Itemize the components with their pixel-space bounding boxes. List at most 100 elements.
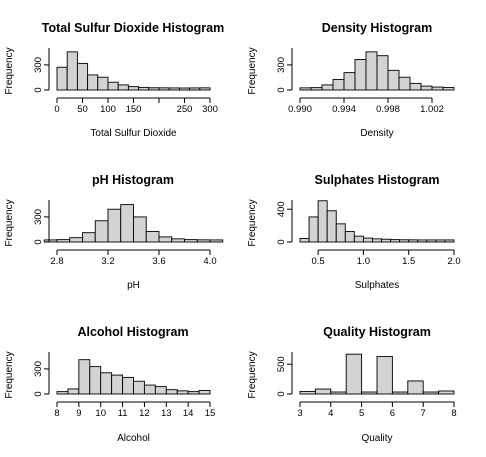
y-tick-label: 0 xyxy=(276,239,287,244)
histogram-bar xyxy=(69,237,83,243)
chart-title: pH Histogram xyxy=(92,173,174,187)
histogram-bar xyxy=(407,380,424,395)
histogram-bar xyxy=(176,390,189,395)
histogram-bar xyxy=(56,239,71,243)
histogram-bar xyxy=(87,74,99,91)
histogram-bar xyxy=(299,87,312,91)
y-axis-label: Frequency xyxy=(4,199,15,246)
histogram-bar xyxy=(120,204,134,243)
x-tick-label: 300 xyxy=(202,104,218,115)
histogram-bar xyxy=(299,238,310,243)
y-tick-label: 0 xyxy=(276,391,287,396)
histogram-bar xyxy=(409,82,422,91)
x-tick-label: 0.990 xyxy=(288,104,312,115)
histogram-bar xyxy=(321,84,334,91)
histogram-bar xyxy=(438,390,455,395)
histogram-bar xyxy=(344,231,355,243)
x-tick-label: 250 xyxy=(177,104,193,115)
histogram-bar xyxy=(168,87,180,91)
histogram-bar xyxy=(422,391,440,395)
histogram-bar xyxy=(387,69,400,91)
x-tick-label: 1.002 xyxy=(420,104,444,115)
histogram-bar xyxy=(209,239,224,243)
histogram-panel: pH Histogram 2.8 3.2 3.6 4.0 pH 0 300 Frequency xyxy=(4,173,224,291)
histogram-bar xyxy=(133,216,147,243)
y-axis-label: Frequency xyxy=(4,47,15,94)
x-tick-label: 9 xyxy=(76,408,81,419)
histogram-bar xyxy=(111,374,124,395)
x-tick-label: 0.998 xyxy=(376,104,400,115)
x-tick-label: 10 xyxy=(95,408,106,419)
x-tick-label: 15 xyxy=(205,408,216,419)
x-tick-label: 13 xyxy=(161,408,172,419)
x-tick-label: 150 xyxy=(126,104,142,115)
x-tick-label: 5 xyxy=(359,408,364,419)
y-axis-label: Frequency xyxy=(247,351,258,398)
histogram-bar xyxy=(399,239,410,243)
histogram-bar xyxy=(376,55,389,91)
histogram-bar xyxy=(435,239,446,243)
x-tick-label: 12 xyxy=(139,408,150,419)
histogram-bar xyxy=(198,390,211,395)
histogram-bar xyxy=(82,232,96,243)
x-tick-label: 100 xyxy=(100,104,116,115)
histogram-bar xyxy=(372,238,382,243)
y-tick-label: 0 xyxy=(276,87,287,92)
histogram-bar xyxy=(343,72,356,91)
x-tick-label: 1.0 xyxy=(357,256,370,267)
x-tick-label: 50 xyxy=(77,104,88,115)
y-tick-label: 0 xyxy=(33,87,44,92)
histogram-bar xyxy=(89,366,102,395)
x-tick-label: 2.0 xyxy=(447,256,460,267)
histogram-bar xyxy=(353,235,364,243)
histogram-bar xyxy=(391,391,409,395)
chart-title: Density Histogram xyxy=(322,21,432,35)
x-tick-label: 0.994 xyxy=(332,104,356,115)
histogram-bar xyxy=(158,87,170,91)
chart-title: Total Sulfur Dioxide Histogram xyxy=(42,21,224,35)
histogram-bar xyxy=(184,239,198,243)
y-tick-label: 300 xyxy=(33,361,44,377)
histogram-bar xyxy=(158,236,173,243)
histogram-bar xyxy=(335,223,346,243)
histogram-bar xyxy=(308,216,319,243)
x-tick-label: 4 xyxy=(328,408,333,419)
x-axis-label: Sulphates xyxy=(355,280,399,291)
y-axis-label: Frequency xyxy=(247,47,258,94)
y-tick-label: 300 xyxy=(33,209,44,225)
histogram-bar xyxy=(148,87,160,91)
histogram-bar xyxy=(66,51,78,91)
histogram-bar xyxy=(417,239,428,243)
histogram-bar xyxy=(317,200,328,243)
chart-title: Quality Histogram xyxy=(323,325,431,339)
y-axis-label: Frequency xyxy=(247,199,258,246)
histogram-bar xyxy=(189,87,201,91)
histogram-bar xyxy=(361,391,378,395)
y-axis-label: Frequency xyxy=(4,351,15,398)
x-axis-label: Density xyxy=(360,128,393,139)
x-tick-label: 6 xyxy=(390,408,395,419)
histogram-bar xyxy=(100,372,113,395)
histogram-bar xyxy=(310,87,323,91)
x-tick-label: 14 xyxy=(183,408,194,419)
chart-title: Alcohol Histogram xyxy=(77,325,188,339)
histogram-bar xyxy=(143,384,156,395)
x-tick-label: 3.2 xyxy=(101,256,114,267)
histogram-bar xyxy=(154,386,167,395)
histogram-bar xyxy=(420,85,433,91)
histogram-bar xyxy=(444,239,455,243)
x-axis-label: Quality xyxy=(361,433,392,444)
x-tick-label: 8 xyxy=(54,408,59,419)
y-tick-label: 400 xyxy=(276,201,287,217)
histogram-bar xyxy=(196,239,211,243)
histogram-bar xyxy=(362,237,373,243)
y-tick-label: 300 xyxy=(33,57,44,73)
histogram-panel: Density Histogram 0.990 0.994 0.998 1.002 Den… xyxy=(247,21,455,139)
histogram-bar xyxy=(165,389,178,395)
histogram-bar xyxy=(398,76,411,91)
histogram-bar xyxy=(442,87,455,91)
histogram-bar xyxy=(354,59,367,91)
histogram-bar xyxy=(56,66,68,91)
